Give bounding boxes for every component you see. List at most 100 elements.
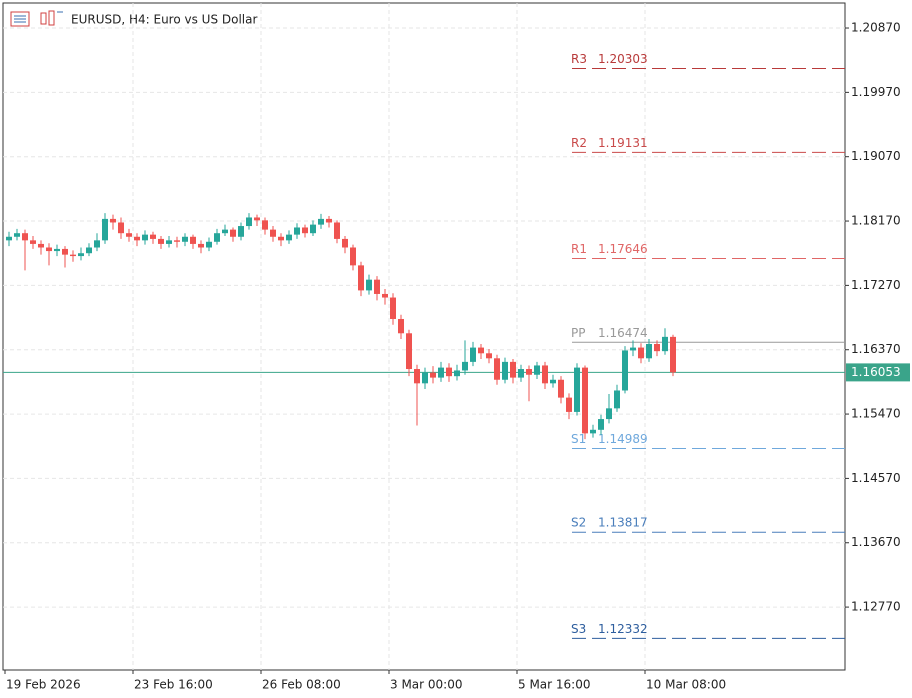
candle-body [86, 247, 92, 254]
candle-body [182, 236, 188, 242]
candle-body [366, 279, 372, 291]
candle-body [110, 218, 116, 223]
candle-body [6, 236, 12, 241]
y-tick-label: 1.16370 [851, 342, 901, 356]
pivot-value: 1.13817 [598, 516, 648, 530]
icon [48, 10, 55, 26]
pivot-value: 1.20303 [598, 52, 648, 66]
candle-body [518, 369, 524, 378]
candle [318, 213, 324, 229]
candle-body [582, 367, 588, 434]
candle [238, 222, 244, 241]
candle [62, 246, 68, 268]
candle [438, 361, 444, 382]
candle [478, 344, 484, 360]
candle-body [598, 419, 604, 430]
candle [406, 329, 412, 377]
candle-body [174, 240, 180, 242]
candle-body [662, 336, 668, 352]
candle-body [270, 229, 276, 237]
candle [246, 213, 252, 230]
candle-body [134, 236, 140, 241]
candle-body [566, 397, 572, 412]
candle [382, 288, 388, 305]
current-price-label: 1.16053 [851, 365, 901, 379]
candle-body [422, 372, 428, 384]
candle-body [198, 243, 204, 248]
candle-body [414, 369, 420, 384]
candle [462, 340, 468, 375]
candle [278, 233, 284, 247]
candle-body [334, 222, 340, 239]
y-tick-label: 1.19970 [851, 85, 901, 99]
candle-body [534, 365, 540, 375]
candle-body [142, 234, 148, 241]
candle [54, 244, 60, 257]
candle [270, 226, 276, 242]
candle-body [486, 353, 492, 359]
pivot-value: 1.14989 [598, 432, 648, 446]
candle-body [606, 408, 612, 420]
candle-body [294, 227, 300, 235]
candle-body [102, 218, 108, 241]
candle [510, 359, 516, 384]
y-tick-label: 1.12770 [851, 600, 901, 614]
candle-body [374, 279, 380, 294]
candle [190, 234, 196, 249]
candle-body [438, 367, 444, 378]
candle [638, 343, 644, 364]
candle [102, 213, 108, 244]
candle-body [30, 240, 36, 244]
candle [158, 236, 164, 249]
y-tick-label: 1.14570 [851, 471, 901, 485]
candle [182, 233, 188, 247]
plot-frame [2, 2, 846, 671]
x-tick-label: 10 Mar 08:00 [646, 678, 726, 692]
candle-body [622, 350, 628, 391]
candle [126, 228, 132, 242]
candle [342, 236, 348, 254]
candle-body [206, 241, 212, 248]
candle-body [62, 248, 68, 255]
candle [14, 228, 20, 241]
candle [366, 274, 372, 295]
candle [78, 247, 84, 261]
candle [6, 231, 12, 247]
candle [70, 250, 76, 262]
candle-body [246, 217, 252, 227]
candle [422, 367, 428, 390]
candle-body [126, 233, 132, 237]
candle [590, 424, 596, 438]
candle-body [230, 229, 236, 237]
candle-body [358, 265, 364, 291]
y-tick-label: 1.19070 [851, 149, 901, 163]
candle [398, 314, 404, 340]
candle [222, 224, 228, 237]
candle-body [526, 369, 532, 375]
y-tick-label: 1.18170 [851, 214, 901, 228]
candle-body [494, 358, 500, 380]
candle-body [670, 336, 676, 373]
icon [40, 12, 47, 25]
candle-body [446, 367, 452, 377]
candle [198, 240, 204, 254]
candle-body [502, 361, 508, 380]
candle [150, 231, 156, 244]
candle [94, 233, 100, 252]
candle-body [430, 372, 436, 378]
pivot-value: 1.16474 [598, 326, 648, 340]
chart-title: EURUSD, H4: Euro vs US Dollar [71, 13, 257, 27]
candle [446, 363, 452, 382]
candle-body [286, 234, 292, 241]
candle-body [214, 233, 220, 242]
candle [390, 293, 396, 325]
candle-body [94, 240, 100, 248]
candle-body [14, 233, 20, 237]
candle [214, 228, 220, 245]
x-tick-label: 26 Feb 08:00 [262, 678, 341, 692]
candle-body [158, 238, 164, 244]
candle [302, 224, 308, 238]
x-tick-label: 19 Feb 2026 [6, 678, 81, 692]
candle-body [318, 218, 324, 225]
